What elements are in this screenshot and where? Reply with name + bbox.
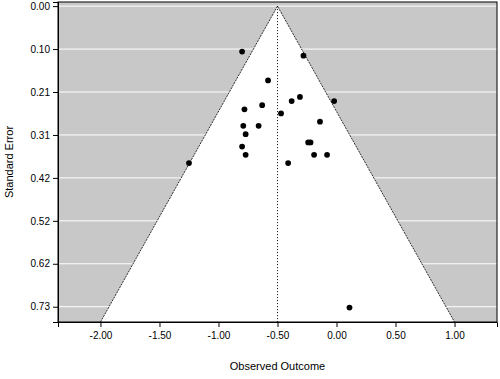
y-tick: 0.21 (31, 87, 58, 98)
x-tick-mark (455, 322, 456, 327)
data-point (240, 123, 246, 129)
data-point (239, 144, 245, 150)
y-tick-label: 0.62 (31, 258, 51, 269)
y-tick-mark (53, 6, 58, 7)
y-tick-label: 0.00 (31, 1, 51, 12)
plot-area (58, 6, 497, 322)
y-tick-mark (53, 307, 58, 308)
y-tick: 0.73 (31, 301, 58, 312)
data-point (259, 102, 265, 108)
chart: -2.00 -1.50 -1.00 -0.50 0.00 0.50 1.00 0.00 0.10… (0, 0, 500, 379)
y-tick-label: 0.42 (31, 173, 51, 184)
data-point (243, 152, 249, 158)
x-tick-mark (100, 322, 101, 327)
data-point (289, 98, 295, 104)
y-tick-label: 0.52 (31, 216, 51, 227)
y-tick-mark (53, 92, 58, 93)
x-tick-label: -2.00 (90, 330, 113, 341)
data-point (239, 49, 245, 55)
y-tick: 0.31 (31, 130, 58, 141)
x-tick-mark (278, 322, 279, 327)
x-tick-label: -1.50 (149, 330, 172, 341)
data-point (331, 98, 337, 104)
x-tick: 1.00 (445, 322, 465, 341)
x-tick-label: 0.00 (327, 330, 347, 341)
data-point (186, 160, 192, 166)
x-tick-label: 1.00 (445, 330, 465, 341)
y-tick: 0.62 (31, 258, 58, 269)
data-point (347, 305, 353, 311)
y-tick-label: 0.21 (31, 87, 51, 98)
y-axis-line (53, 3, 59, 323)
x-axis: -2.00 -1.50 -1.00 -0.50 0.00 0.50 1.00 (59, 322, 498, 341)
data-point (297, 94, 303, 100)
data-point (243, 131, 249, 137)
x-tick-label: 0.50 (386, 330, 406, 341)
data-point (317, 119, 323, 125)
x-tick-label: -0.50 (267, 330, 290, 341)
plot-background (58, 2, 497, 322)
data-point (311, 152, 317, 158)
y-tick-mark (53, 135, 58, 136)
data-point (324, 152, 330, 158)
x-axis-title: Observed Outcome (230, 360, 325, 372)
x-tick: -1.50 (149, 322, 172, 341)
x-tick: 0.00 (327, 322, 347, 341)
x-tick-mark (218, 322, 219, 327)
x-tick: -1.00 (208, 322, 231, 341)
data-point (265, 78, 271, 84)
y-tick-label: 0.73 (31, 301, 51, 312)
x-tick: 0.50 (386, 322, 406, 341)
funnel-line (100, 6, 454, 322)
x-tick-label: -1.00 (208, 330, 231, 341)
y-tick-mark (53, 178, 58, 179)
data-point (301, 53, 307, 59)
plot-frame (58, 2, 497, 322)
y-tick: 0.42 (31, 173, 58, 184)
x-tick: -0.50 (267, 322, 290, 341)
y-axis: 0.00 0.10 0.21 0.31 0.42 0.52 0.62 0.73 (31, 1, 59, 323)
y-tick: 0.52 (31, 216, 58, 227)
data-point (256, 123, 262, 129)
data-point (242, 106, 248, 112)
y-tick-label: 0.10 (31, 44, 51, 55)
y-tick-mark (53, 264, 58, 265)
funnel-region (100, 6, 454, 322)
y-tick-mark (53, 49, 58, 50)
x-tick-mark (396, 322, 397, 327)
y-tick: 0.00 (31, 1, 58, 12)
y-tick-mark (53, 221, 58, 222)
y-tick-label: 0.31 (31, 130, 51, 141)
y-axis-title: Standard Error (3, 126, 15, 198)
data-point (278, 111, 284, 117)
data-point (308, 140, 314, 146)
x-tick-mark (159, 322, 160, 327)
reference-line (277, 6, 278, 322)
x-tick-mark (337, 322, 338, 327)
y-tick: 0.10 (31, 44, 58, 55)
x-axis-line (59, 323, 498, 328)
data-point (285, 160, 291, 166)
x-tick: -2.00 (90, 322, 113, 341)
